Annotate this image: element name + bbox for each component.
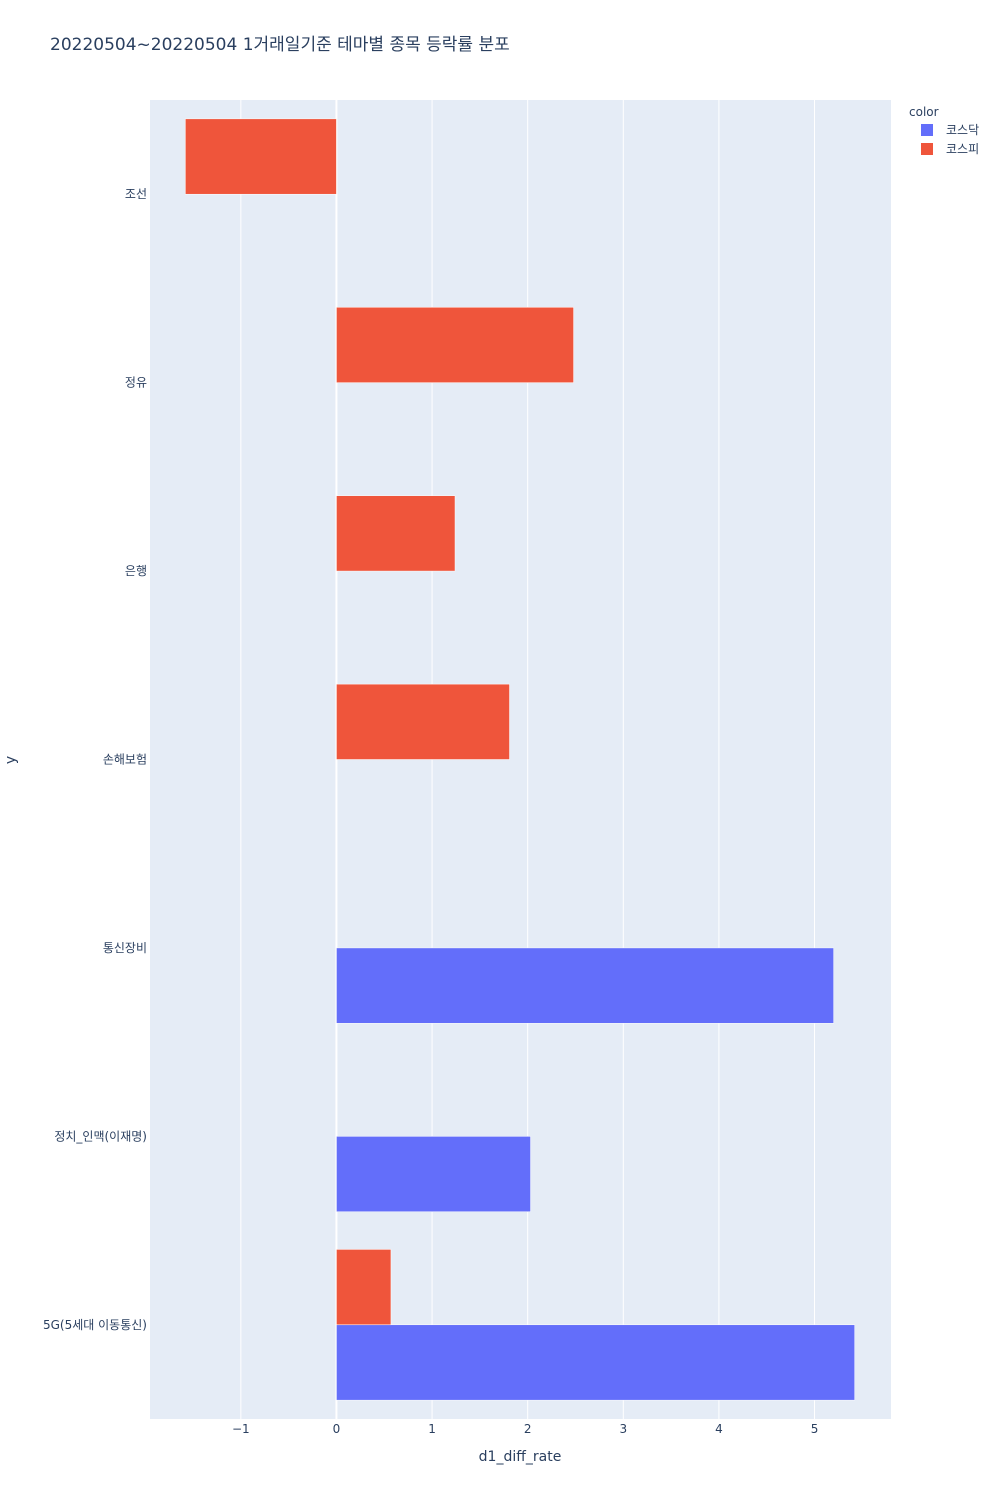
- x-tick-label: 5: [811, 1422, 819, 1436]
- y-tick-label: 통신장비: [103, 941, 147, 955]
- x-tick-label: 4: [715, 1422, 723, 1436]
- x-tick-label: 2: [524, 1422, 532, 1436]
- bar-코스닥-통신장비: [336, 947, 834, 1024]
- x-tick-label: 1: [428, 1422, 436, 1436]
- x-tick-label: 3: [619, 1422, 627, 1436]
- bar-코스닥-5G(5세대 이동통신): [336, 1324, 855, 1401]
- bar-코스피-조선: [185, 118, 337, 195]
- bar-코스닥-정치_인맥(이재명): [336, 1136, 531, 1212]
- x-tick-label: −1: [232, 1422, 250, 1436]
- legend-label: 코스피: [946, 142, 979, 156]
- y-tick-label: 정치_인맥(이재명): [54, 1129, 147, 1143]
- legend-swatch: [921, 143, 933, 155]
- legend-label: 코스닥: [946, 123, 979, 137]
- y-tick-label: 조선: [125, 187, 147, 201]
- x-tick-label: 0: [333, 1422, 341, 1436]
- bar-코스피-은행: [336, 495, 456, 572]
- y-tick-label: 정유: [125, 376, 147, 390]
- y-tick-label: 은행: [125, 563, 147, 578]
- y-tick-label: 5G(5세대 이동통신): [43, 1318, 147, 1332]
- y-axis-title: y: [3, 756, 19, 764]
- bars: [185, 118, 855, 1401]
- x-tick-labels: −1 0 1 2 3 4 5: [232, 1422, 818, 1436]
- y-tick-label: 손해보험: [103, 753, 147, 767]
- chart-title: 20220504~20220504 1거래일기준 테마별 종목 등락률 분포: [50, 35, 510, 55]
- legend-swatch: [921, 124, 933, 136]
- legend-title: color: [909, 105, 939, 119]
- plot-area: [150, 100, 891, 1419]
- x-axis-title: d1_diff_rate: [479, 1449, 562, 1465]
- bar-코스피-5G(5세대 이동통신): [336, 1249, 392, 1326]
- bar-코스피-정유: [336, 307, 574, 383]
- bar-코스피-손해보험: [336, 683, 510, 760]
